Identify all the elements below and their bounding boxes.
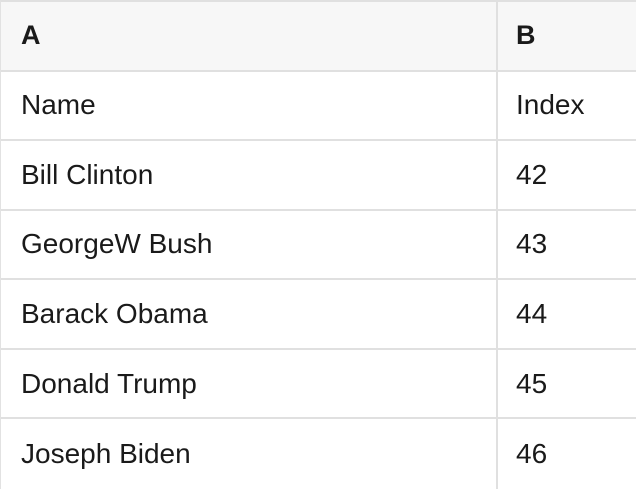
cell-b1[interactable]: Index bbox=[498, 72, 636, 142]
cell-a1[interactable]: Name bbox=[1, 71, 498, 142]
cell-b5[interactable]: 45 bbox=[498, 350, 636, 420]
column-header-a[interactable]: A bbox=[1, 2, 498, 72]
column-header-b[interactable]: B bbox=[498, 2, 636, 72]
cell-a3[interactable]: GeorgeW Bush bbox=[1, 210, 498, 281]
cell-a2[interactable]: Bill Clinton bbox=[1, 141, 498, 211]
cell-b4[interactable]: 44 bbox=[498, 280, 636, 350]
cell-b2[interactable]: 42 bbox=[498, 141, 636, 211]
cell-b6[interactable]: 46 bbox=[516, 438, 548, 470]
cell-a4[interactable]: Barack Obama bbox=[1, 280, 498, 350]
cell-a5[interactable]: Donald Trump bbox=[1, 349, 498, 420]
cell-a6[interactable]: Joseph Biden bbox=[1, 419, 498, 489]
cell-b3[interactable]: 43 bbox=[498, 211, 636, 281]
